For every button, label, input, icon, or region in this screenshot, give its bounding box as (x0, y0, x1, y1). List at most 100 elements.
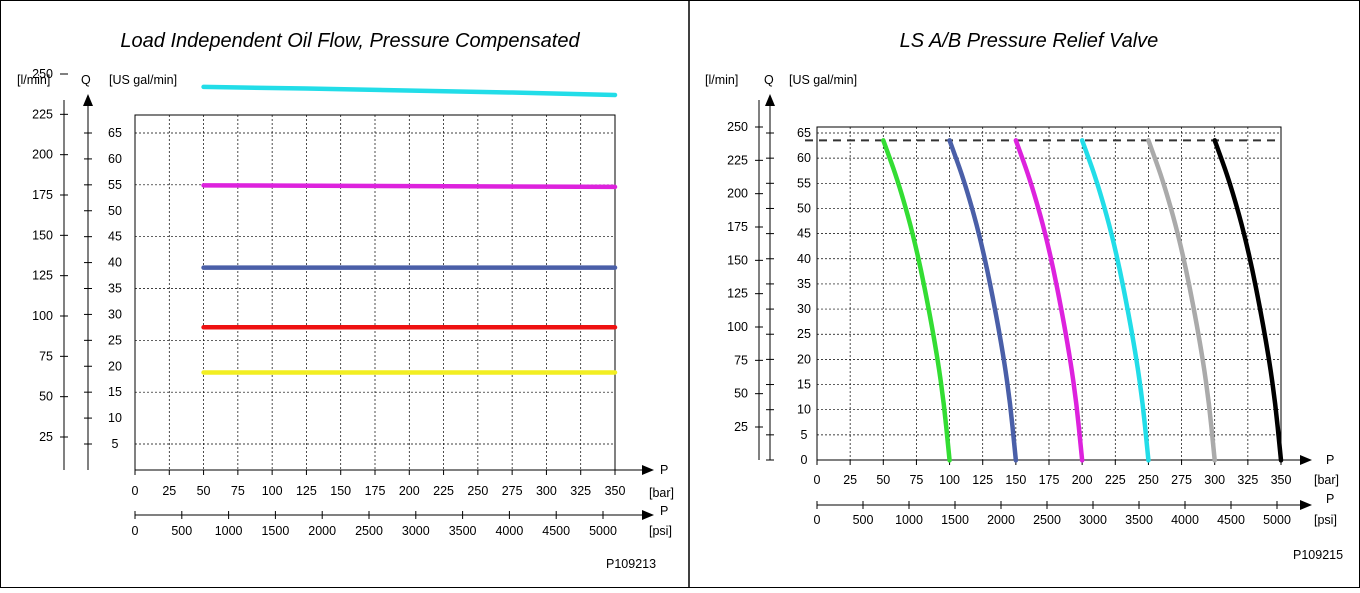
x-symbol-psi: P (660, 504, 668, 518)
series-line (1013, 138, 1085, 463)
y-tick-label-lmin: 150 (727, 253, 748, 267)
x-tick-label-psi: 3500 (1125, 513, 1153, 527)
y-tick-label-gal: 60 (108, 152, 122, 166)
y-tick-label-gal: 45 (108, 230, 122, 244)
x-tick-label-bar: 200 (399, 484, 420, 498)
x-tick-label-bar: 150 (1005, 473, 1026, 487)
y-tick-label-gal: 30 (108, 307, 122, 321)
x-symbol-bar: P (660, 463, 668, 477)
y-tick-label-lmin: 250 (32, 67, 53, 81)
y-tick-label-gal: 10 (108, 411, 122, 425)
x-tick-label-psi: 5000 (1263, 513, 1291, 527)
y-tick-label-gal: 15 (797, 378, 811, 392)
x-tick-label-psi: 500 (853, 513, 874, 527)
y-tick-label-lmin: 25 (39, 430, 53, 444)
x-unit-psi: [psi] (1314, 513, 1337, 527)
x-axis-arrow (642, 465, 654, 475)
chart-title: Load Independent Oil Flow, Pressure Comp… (120, 30, 580, 52)
y-symbol: Q (764, 73, 774, 87)
y-tick-label-gal: 45 (797, 227, 811, 241)
x-tick-label-bar: 75 (909, 473, 923, 487)
x-tick-label-bar: 100 (939, 473, 960, 487)
x-tick-label-bar: 200 (1072, 473, 1093, 487)
x-tick-label-psi: 2000 (987, 513, 1015, 527)
y-axis-arrow (83, 94, 93, 106)
x-tick-label-bar: 300 (1204, 473, 1225, 487)
y-tick-label-lmin: 125 (32, 269, 53, 283)
y-tick-label-gal: 5 (112, 437, 119, 451)
y-tick-label-gal: 15 (108, 385, 122, 399)
x-symbol-bar: P (1326, 453, 1334, 467)
series-line (1079, 138, 1151, 463)
y-tick-label-lmin: 250 (727, 120, 748, 134)
y-unit-lmin: [l/min] (17, 73, 50, 87)
series-line (881, 138, 952, 463)
x-tick-label-bar: 50 (197, 484, 211, 498)
y-tick-label-lmin: 75 (734, 353, 748, 367)
x-tick-label-bar: 225 (1105, 473, 1126, 487)
y-tick-label-lmin: 175 (32, 188, 53, 202)
x-symbol-psi: P (1326, 492, 1334, 506)
chart-panel-left: Load Independent Oil Flow, Pressure Comp… (17, 30, 674, 571)
x-unit-bar: [bar] (649, 486, 674, 500)
y-unit-gal: [US gal/min] (109, 73, 177, 87)
x-tick-label-bar: 125 (972, 473, 993, 487)
x-tick-label-psi: 4000 (495, 524, 523, 538)
y-tick-label-gal: 20 (108, 359, 122, 373)
y-tick-label-gal: 65 (797, 126, 811, 140)
y-tick-label-lmin: 100 (32, 309, 53, 323)
y-tick-label-lmin: 125 (727, 287, 748, 301)
y-tick-label-gal: 55 (108, 178, 122, 192)
x-tick-label-psi: 1500 (941, 513, 969, 527)
x-tick-label-bar: 100 (262, 484, 283, 498)
x-tick-label-psi: 3000 (1079, 513, 1107, 527)
x-tick-label-bar: 75 (231, 484, 245, 498)
x-tick-label-psi: 1000 (895, 513, 923, 527)
x-tick-label-bar: 325 (1237, 473, 1258, 487)
y-tick-label-gal: 55 (797, 176, 811, 190)
x-tick-label-psi: 4500 (1217, 513, 1245, 527)
x-tick-label-bar: 150 (330, 484, 351, 498)
y-tick-label-gal: 35 (108, 282, 122, 296)
series-line (1212, 138, 1284, 463)
x-unit-bar: [bar] (1314, 473, 1339, 487)
x-tick-label-psi: 1500 (261, 524, 289, 538)
y-tick-label-gal: 30 (797, 302, 811, 316)
y-tick-label-gal: 5 (801, 428, 808, 442)
x-tick-label-psi: 5000 (589, 524, 617, 538)
y-tick-label-gal: 50 (108, 204, 122, 218)
y-tick-label-lmin: 200 (32, 148, 53, 162)
x-tick-label-bar: 250 (467, 484, 488, 498)
x-tick-label-psi: 4000 (1171, 513, 1199, 527)
y-tick-label-gal: 25 (108, 333, 122, 347)
x-tick-label-bar: 0 (814, 473, 821, 487)
x-unit-psi: [psi] (649, 524, 672, 538)
x-tick-label-psi: 2500 (1033, 513, 1061, 527)
y-tick-label-gal: 20 (797, 352, 811, 366)
y-tick-label-gal: 65 (108, 126, 122, 140)
x-tick-label-bar: 50 (876, 473, 890, 487)
y-tick-label-lmin: 50 (39, 390, 53, 404)
series-line (1146, 138, 1217, 463)
y-tick-label-gal: 10 (797, 403, 811, 417)
x-tick-label-bar: 0 (132, 484, 139, 498)
x-axis-psi-arrow (642, 510, 654, 520)
x-tick-label-bar: 300 (536, 484, 557, 498)
x-tick-label-psi: 3500 (449, 524, 477, 538)
x-tick-label-psi: 0 (814, 513, 821, 527)
y-axis-arrow (765, 94, 775, 106)
x-tick-label-bar: 25 (843, 473, 857, 487)
y-tick-label-lmin: 225 (32, 107, 53, 121)
x-axis-psi-arrow (1300, 500, 1312, 510)
y-tick-label-gal: 0 (801, 453, 808, 467)
y-symbol: Q (81, 73, 91, 87)
x-tick-label-bar: 350 (1271, 473, 1292, 487)
x-tick-label-psi: 2500 (355, 524, 383, 538)
y-tick-label-lmin: 150 (32, 228, 53, 242)
series-line (201, 183, 618, 190)
x-tick-label-psi: 3000 (402, 524, 430, 538)
y-unit-gal: [US gal/min] (789, 73, 857, 87)
chart-panel-right: LS A/B Pressure Relief Valve [l/min] Q [… (705, 30, 1343, 562)
